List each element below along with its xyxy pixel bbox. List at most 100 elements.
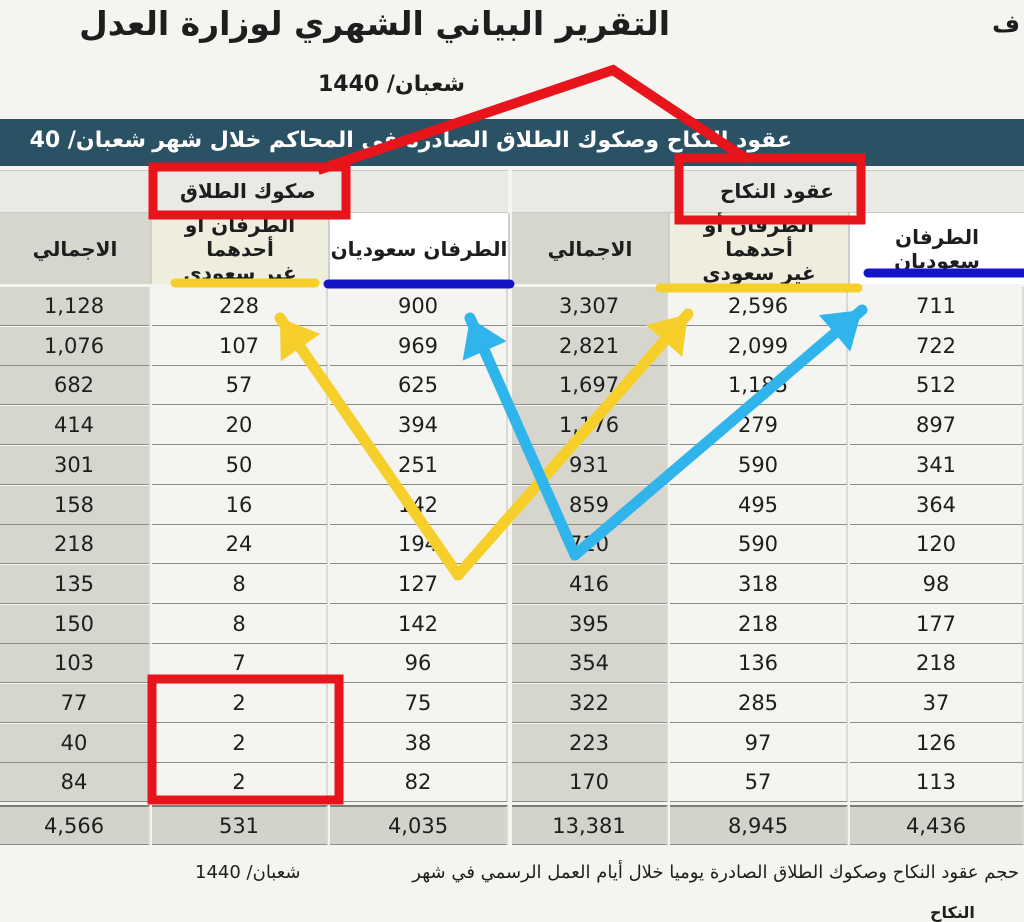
table-cell: 364	[850, 485, 1024, 525]
red-connector-line	[316, 64, 751, 175]
table-cell: 107	[152, 326, 328, 366]
table-cell: 142	[330, 604, 508, 644]
table-cell: 722	[850, 326, 1024, 366]
table-cell: 120	[850, 525, 1024, 565]
table-cell: 251	[330, 445, 508, 485]
table-cell: 322	[512, 684, 668, 723]
table-cell: 20	[152, 406, 328, 446]
footnote-period: شعبان/ 1440	[195, 862, 301, 883]
table-cell: 218	[670, 604, 848, 644]
table-cell: 416	[512, 564, 668, 604]
table-cell: 223	[512, 723, 668, 763]
total-cell: 531	[152, 805, 328, 846]
group-header-marriage: عقود النكاح	[512, 170, 1024, 213]
yellow-arrow-to-marriage-head	[646, 314, 688, 357]
table-cell: 900	[330, 287, 508, 326]
total-cell: 8,945	[670, 805, 848, 846]
total-cell: 4,436	[850, 805, 1024, 846]
table-cell: 40	[0, 723, 150, 763]
table-cell: 228	[152, 287, 328, 326]
table-cell: 97	[670, 723, 848, 763]
table-cell: 170	[512, 763, 668, 803]
table-cell: 2	[152, 723, 328, 763]
table-cell: 711	[850, 287, 1024, 326]
table-cell: 218	[0, 525, 150, 565]
table-cell: 1,128	[0, 287, 150, 326]
yellow-arrow-to-divorce-shaft	[274, 312, 464, 581]
table-cell: 3,307	[512, 287, 668, 326]
blue-arrow-to-marriage-shaft	[569, 304, 868, 561]
total-cell: 4,035	[330, 805, 508, 846]
table-cell: 77	[0, 684, 150, 723]
table-cell: 394	[330, 406, 508, 446]
table-cell: 285	[670, 684, 848, 723]
footnote-text: حجم عقود النكاح وصكوك الطلاق الصادرة يوم…	[412, 862, 1019, 883]
group-header-divorce: صكوك الطلاق	[0, 170, 508, 213]
table-cell: 341	[850, 445, 1024, 485]
table-cell: 150	[0, 604, 150, 644]
table-cell: 50	[152, 445, 328, 485]
table-cell: 2,596	[670, 287, 848, 326]
table-cell: 354	[512, 644, 668, 684]
table-cell: 512	[850, 366, 1024, 406]
page-title: التقرير البياني الشهري لوزارة العدل	[79, 4, 670, 43]
table-cell: 75	[330, 684, 508, 723]
section-title: عقود النكاح وصكوك الطلاق الصادرة في المح…	[152, 128, 792, 153]
table-cell: 136	[670, 644, 848, 684]
table-cell: 135	[0, 564, 150, 604]
section-period: شعبان/ 40	[29, 128, 146, 153]
column-header-d-nonsaudi: الطرفان أو أحدهما غير سعودي	[152, 213, 330, 285]
table-cell: 590	[670, 525, 848, 565]
table-cell: 8	[152, 564, 328, 604]
blue-arrow-to-divorce-head	[462, 318, 507, 361]
table-cell: 2,099	[670, 326, 848, 366]
red-highlight-box-marriage	[674, 153, 866, 225]
blue-arrow-to-divorce-shaft	[464, 312, 581, 561]
table-cell: 2	[152, 684, 328, 723]
cropped-bottom-text: النكاح	[930, 903, 975, 922]
blue-arrow-to-marriage-head	[819, 310, 862, 352]
table-cell: 98	[850, 564, 1024, 604]
table-cell: 495	[670, 485, 848, 525]
yellow-arrow-to-divorce-head	[280, 318, 321, 362]
column-header-m-total: الاجمالي	[512, 213, 670, 284]
table-cell: 96	[330, 644, 508, 684]
table-cell: 414	[0, 406, 150, 446]
table-cell: 37	[850, 684, 1024, 723]
table-cell: 625	[330, 366, 508, 406]
table-cell: 218	[850, 644, 1024, 684]
column-header-d-saudi: الطرفان سعوديان	[330, 213, 510, 284]
table-cell: 1,076	[0, 326, 150, 366]
group-label-divorce: صكوك الطلاق	[180, 179, 316, 203]
table-cell: 301	[0, 445, 150, 485]
total-cell: 4,566	[0, 805, 150, 846]
table-cell: 969	[330, 326, 508, 366]
table-cell: 897	[850, 406, 1024, 446]
table-cell: 127	[330, 564, 508, 604]
cropped-title-fragment: ف	[992, 10, 1020, 38]
table-cell: 126	[850, 723, 1024, 763]
yellow-arrow-to-marriage-shaft	[452, 308, 694, 581]
report-month: شعبان/ 1440	[318, 72, 465, 97]
table-cell: 113	[850, 763, 1024, 803]
table-cell: 82	[330, 763, 508, 803]
table-cell: 38	[330, 723, 508, 763]
table-cell: 24	[152, 525, 328, 565]
table-cell: 590	[670, 445, 848, 485]
table-cell: 318	[670, 564, 848, 604]
table-cell: 57	[670, 763, 848, 803]
column-header-d-total: الاجمالي	[0, 213, 152, 284]
total-cell: 13,381	[512, 805, 668, 846]
table-cell: 395	[512, 604, 668, 644]
red-highlight-box-divorce	[148, 162, 351, 220]
table-cell: 682	[0, 366, 150, 406]
table-cell: 103	[0, 644, 150, 684]
red-highlight-box-low-values	[147, 674, 344, 805]
table-cell: 16	[152, 485, 328, 525]
header-line: غير سعودي	[702, 260, 816, 285]
group-label-marriage: عقود النكاح	[720, 179, 834, 203]
table-cell: 158	[0, 485, 150, 525]
table-cell: 8	[152, 604, 328, 644]
table-cell: 177	[850, 604, 1024, 644]
